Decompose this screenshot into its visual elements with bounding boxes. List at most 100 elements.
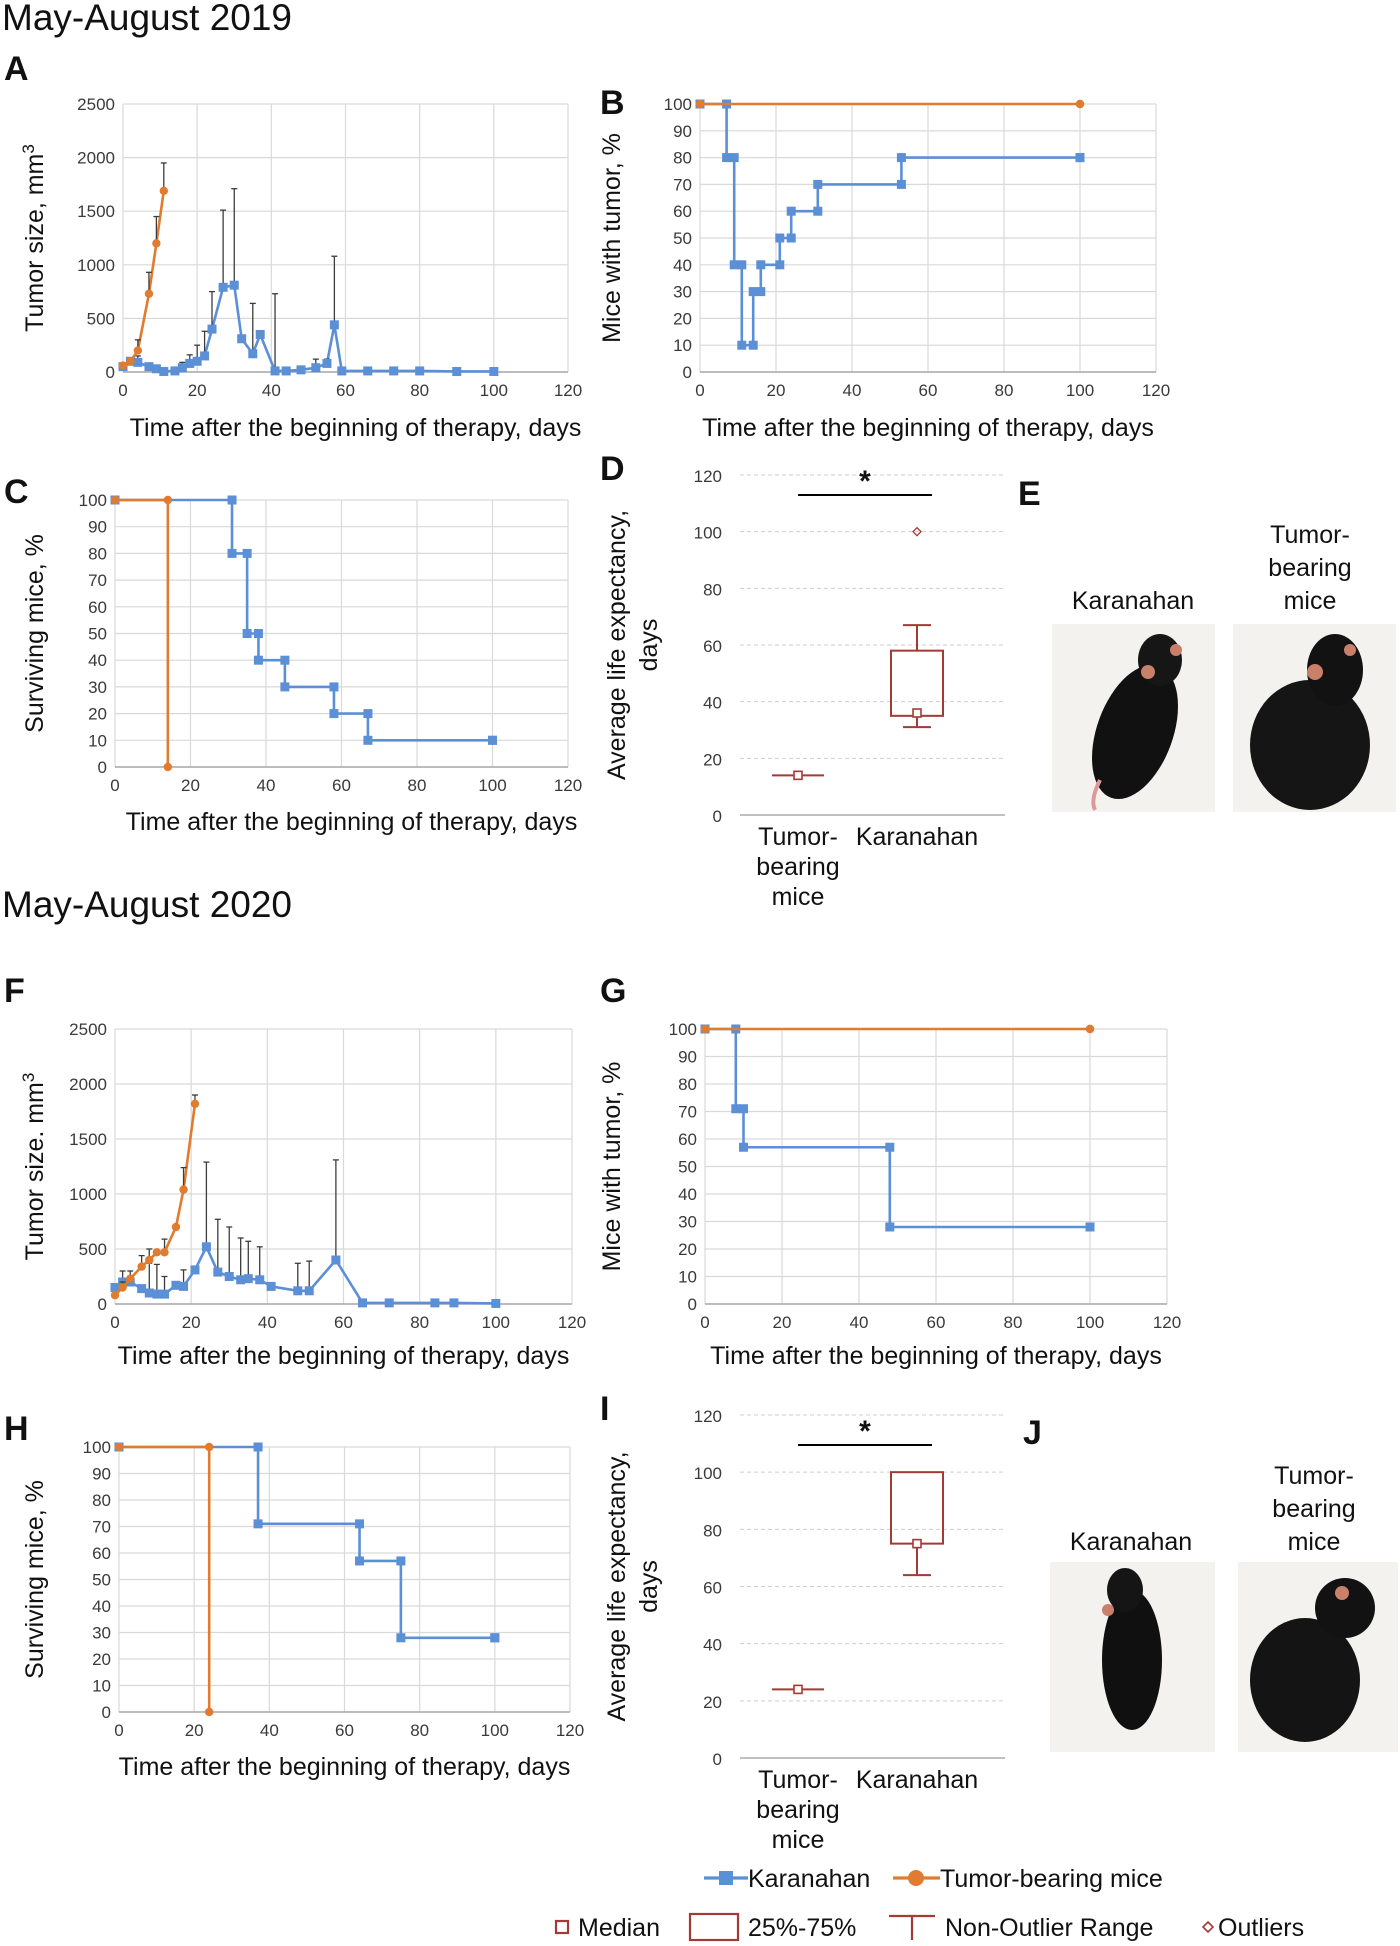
y-tick-label: 60 <box>703 1579 722 1598</box>
box-legend: Median 25%-75% Non-Outlier Range Outlier… <box>554 1912 1304 1942</box>
photo-label-tumor-line2: bearing <box>1268 554 1351 582</box>
legend-outliers: Outliers <box>1218 1914 1304 1942</box>
data-point-karanahan <box>337 366 347 376</box>
y-tick-label: 1500 <box>69 1130 107 1149</box>
y-tick-label: 40 <box>678 1185 697 1204</box>
y-tick-label: 0 <box>713 807 722 826</box>
y-tick-label: 60 <box>92 1544 111 1563</box>
x-tick-label: 80 <box>1004 1313 1023 1332</box>
y-axis-label: Mice with tumor, % <box>598 133 626 343</box>
y-tick-label: 0 <box>688 1295 697 1314</box>
x-tick-label: 80 <box>410 381 429 400</box>
y-tick-label: 500 <box>87 309 115 328</box>
x-tick-label: 40 <box>262 381 281 400</box>
photo-label-tumor-2-line2: bearing <box>1272 1495 1355 1523</box>
y-tick-label: 30 <box>92 1624 111 1643</box>
y-axis-label-superscript: 3 <box>19 1073 38 1082</box>
panel-label-a: A <box>4 50 29 88</box>
data-point-tumor-bearing <box>695 99 705 109</box>
legend-tumor-marker <box>908 1870 924 1886</box>
y-axis-label: Average life expectancy, <box>603 510 631 780</box>
x-axis-label: Time after the beginning of therapy, day… <box>118 1342 570 1370</box>
data-point-karanahan <box>363 735 373 745</box>
data-point-karanahan <box>813 206 823 216</box>
legend-karanahan: Karanahan <box>748 1865 870 1893</box>
data-point-karanahan <box>363 709 373 719</box>
data-point-karanahan <box>160 1289 170 1299</box>
data-point-karanahan <box>201 1242 211 1252</box>
data-point-karanahan <box>207 324 217 334</box>
data-point-karanahan <box>266 1281 276 1291</box>
y-tick-label: 40 <box>673 256 692 275</box>
data-point-karanahan <box>255 329 265 339</box>
y-tick-label: 10 <box>673 336 692 355</box>
box-iqr-karanahan <box>890 1471 944 1545</box>
mouse-image-karanahan-2 <box>1102 1568 1162 1730</box>
data-point-tumor-bearing <box>163 495 173 505</box>
significance-marker: * <box>859 465 871 498</box>
data-point-tumor-bearing <box>145 1255 154 1265</box>
photo-label-tumor-2-line1: Tumor- <box>1274 1462 1354 1490</box>
x-tick-label: 60 <box>334 1313 353 1332</box>
panel-label-f: F <box>4 972 25 1010</box>
y-tick-label: 0 <box>106 363 115 382</box>
data-point-karanahan <box>248 349 258 359</box>
y-tick-label: 100 <box>694 1464 722 1483</box>
panel-d-boxplot: D 0 20 40 60 80 100 120 Average life expectancy,… <box>600 450 1005 911</box>
panel-label-e: E <box>1018 475 1041 513</box>
panel-j-photos: J Karanahan Tumor- bearing mice <box>1023 1414 1398 1752</box>
y-axis-label-line2: days <box>635 619 663 672</box>
y-tick-label: 100 <box>83 1438 111 1457</box>
data-point-tumor-bearing <box>160 1248 169 1257</box>
data-point-karanahan <box>322 358 332 368</box>
y-tick-label: 0 <box>98 758 107 777</box>
data-point-karanahan <box>227 495 237 505</box>
data-point-tumor-bearing <box>190 1099 200 1109</box>
mouse-image-tumor-bearing <box>1250 634 1370 810</box>
y-tick-label: 0 <box>713 1750 722 1769</box>
x-tick-label: 0 <box>110 776 119 795</box>
category-label: Karanahan <box>856 823 978 851</box>
data-point-tumor-bearing <box>114 1442 124 1452</box>
x-tick-label: 40 <box>258 1313 277 1332</box>
y-tick-label: 2500 <box>69 1020 107 1039</box>
data-point-karanahan <box>253 1442 263 1452</box>
data-point-tumor-bearing <box>1075 99 1085 109</box>
data-point-tumor-bearing <box>205 1707 214 1717</box>
x-tick-label: 20 <box>181 776 200 795</box>
legend-outlier-marker <box>1201 1920 1215 1934</box>
x-tick-label: 20 <box>182 1313 201 1332</box>
panel-label-j: J <box>1023 1414 1042 1452</box>
data-point-karanahan <box>489 366 499 376</box>
x-tick-label: 120 <box>1153 1313 1181 1332</box>
x-tick-label: 80 <box>410 1313 429 1332</box>
y-tick-label: 90 <box>88 518 107 537</box>
data-point-karanahan <box>280 655 290 665</box>
y-tick-label: 10 <box>92 1677 111 1696</box>
photo-label-karanahan-2: Karanahan <box>1070 1528 1192 1556</box>
data-point-karanahan <box>775 260 785 270</box>
y-tick-label: 1500 <box>77 202 115 221</box>
section-title-2019: May-August 2019 <box>2 0 292 38</box>
data-point-tumor-bearing <box>110 1291 120 1300</box>
data-point-karanahan <box>1075 153 1085 163</box>
section-title-2020: May-August 2020 <box>2 884 292 925</box>
data-point-karanahan <box>227 548 237 558</box>
data-point-tumor-bearing <box>205 1442 214 1452</box>
y-tick-label: 80 <box>703 580 722 599</box>
y-tick-label: 40 <box>92 1597 111 1616</box>
category-label: Tumor- <box>758 1766 838 1794</box>
panel-i-boxplot: I 0 20 40 60 80 100 120 Average life expectancy,… <box>600 1390 1005 1854</box>
data-point-karanahan <box>488 735 497 745</box>
data-point-karanahan <box>280 682 290 692</box>
x-tick-label: 100 <box>1066 381 1094 400</box>
data-point-karanahan <box>396 1633 406 1643</box>
series-line-tumor-bearing <box>114 1103 197 1297</box>
x-tick-label: 0 <box>110 1313 119 1332</box>
data-point-tumor-bearing <box>159 186 168 196</box>
data-point-karanahan <box>329 682 339 692</box>
x-tick-label: 20 <box>185 1721 204 1740</box>
data-point-tumor-bearing <box>144 289 154 298</box>
y-tick-label: 10 <box>88 731 107 750</box>
photo-label-karanahan: Karanahan <box>1072 587 1194 615</box>
